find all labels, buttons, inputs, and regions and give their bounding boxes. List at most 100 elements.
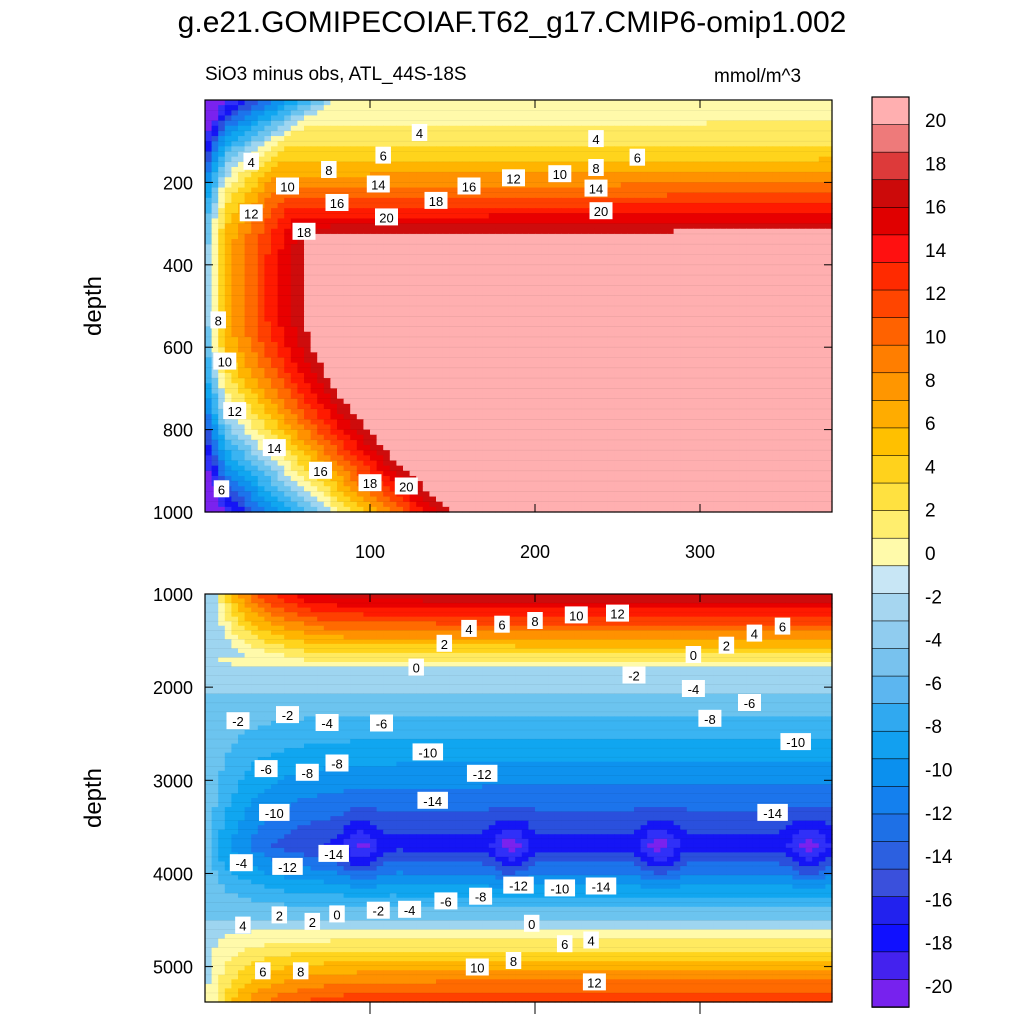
upper-contour-label: 18 — [358, 474, 382, 492]
upper-ytick-label: 200 — [163, 173, 193, 193]
lower-panel-frame — [204, 593, 833, 1003]
lower-contour-label: -14 — [585, 877, 617, 895]
colorbar-swatch — [871, 151, 910, 181]
upper-panel-frame — [204, 99, 833, 513]
colorbar-swatch — [871, 951, 910, 981]
lower-contour-label: 10 — [564, 606, 588, 624]
colorbar-swatch — [871, 648, 910, 677]
colorbar-tick-label: -14 — [925, 847, 953, 868]
lower-contour-label: -14 — [757, 803, 788, 821]
colorbar-tick-label: -10 — [925, 761, 952, 782]
colorbar-swatch — [871, 868, 910, 898]
lower-contour-label: -6 — [434, 892, 458, 910]
colorbar-swatch — [871, 207, 910, 236]
upper-xtick-label: 100 — [355, 542, 385, 562]
upper-contour-label: 8 — [321, 161, 337, 178]
lower-contour-label: -12 — [272, 857, 303, 875]
upper-contour-label: 10 — [548, 165, 572, 183]
upper-contour-label: 14 — [262, 439, 286, 457]
lower-ytick-label: 4000 — [153, 864, 193, 884]
lower-contour-label: -12 — [466, 764, 498, 782]
colorbar-swatch — [871, 923, 910, 953]
upper-contour-label: 20 — [394, 477, 418, 495]
lower-ylabel: depth — [80, 768, 107, 828]
lower-contour-label: -2 — [622, 666, 646, 684]
colorbar-swatch — [871, 537, 910, 567]
colorbar-swatch — [871, 565, 910, 595]
colorbar-tick-label: 4 — [925, 457, 936, 478]
upper-contour-label: 6 — [213, 480, 230, 498]
colorbar-swatch — [871, 675, 910, 705]
lower-contour-label: -6 — [370, 714, 393, 732]
upper-contour-label: 20 — [375, 208, 398, 226]
lower-contour-label: 6 — [494, 615, 510, 633]
lower-contour-label: 12 — [582, 973, 606, 991]
lower-contour-label: -4 — [315, 714, 339, 731]
lower-contour-label: -10 — [544, 879, 576, 897]
lower-contour-label: -6 — [254, 760, 278, 778]
lower-contour-label: -4 — [229, 854, 253, 872]
upper-contour-label: 16 — [325, 194, 349, 211]
lower-contour-label: 10 — [465, 958, 489, 976]
lower-contour-label: -10 — [412, 743, 444, 761]
colorbar-swatch — [871, 593, 910, 622]
colorbar-swatch — [871, 400, 910, 429]
upper-contour-label: 16 — [457, 177, 481, 195]
colorbar-tick-label: -6 — [925, 674, 942, 695]
upper-contour-label: 4 — [588, 130, 604, 148]
colorbar-swatch — [871, 482, 910, 512]
lower-contour-label: -8 — [325, 754, 349, 772]
upper-field — [205, 100, 833, 513]
upper-contour-label: 6 — [629, 148, 646, 166]
upper-contour-label: 4 — [243, 152, 259, 170]
colorbar-swatch — [871, 317, 910, 346]
upper-xtick-label: 200 — [520, 542, 550, 562]
colorbar-swatch — [871, 455, 910, 484]
lower-contour-label: -4 — [398, 900, 422, 918]
chart-title: g.e21.GOMIPECOIAF.T62_g17.CMIP6-omip1.00… — [177, 6, 847, 39]
lower-contour-label: -12 — [503, 876, 534, 894]
colorbar-tick-label: -16 — [925, 890, 952, 911]
upper-contour-label: 6 — [375, 146, 391, 164]
upper-ytick-label: 600 — [163, 338, 193, 358]
lower-ytick-label: 3000 — [153, 771, 193, 791]
upper-contour-label: 14 — [584, 179, 608, 197]
colorbar-swatch — [871, 510, 910, 540]
lower-contour-label: -8 — [295, 763, 319, 781]
colorbar-tick-label: -4 — [925, 631, 942, 652]
colorbar-tick-label: 2 — [925, 501, 936, 522]
lower-contour-label: 4 — [461, 619, 477, 637]
colorbar-swatch — [871, 758, 910, 788]
upper-ytick-label: 800 — [163, 421, 193, 441]
lower-contour-label: 4 — [235, 916, 251, 934]
upper-contour-label: 18 — [292, 222, 316, 240]
lower-ytick-label: 5000 — [153, 958, 193, 978]
colorbar-tick-label: 16 — [925, 198, 946, 219]
colorbar-swatch — [871, 234, 910, 264]
lower-contour-label: 0 — [408, 658, 424, 676]
lower-contour-label: 0 — [523, 914, 540, 932]
lower-contour-label: -6 — [738, 694, 761, 711]
colorbar-swatch — [871, 896, 910, 926]
upper-ytick-label: 400 — [163, 256, 193, 276]
colorbar-tick-label: 12 — [925, 284, 946, 305]
lower-contour-label: 0 — [685, 646, 702, 663]
lower-contour-label: -8 — [698, 709, 722, 727]
lower-contour-label: -4 — [681, 680, 705, 697]
lower-contour-label: -2 — [226, 712, 250, 730]
colorbar-tick-label: 20 — [925, 111, 946, 132]
upper-contour-label: 4 — [411, 124, 428, 141]
lower-ytick-label: 2000 — [153, 678, 193, 698]
colorbar-swatch — [871, 703, 910, 733]
lower-field — [205, 594, 833, 1003]
colorbar-swatch — [871, 730, 910, 760]
lower-contour-label: 2 — [271, 906, 288, 924]
upper-contour-lines — [205, 110, 832, 503]
colorbar-tick-label: 6 — [925, 414, 936, 435]
lower-contour-label: 2 — [718, 636, 735, 654]
colorbar-swatch — [871, 344, 910, 374]
lower-contour-label: -2 — [366, 901, 390, 919]
colorbar-tick-label: -18 — [925, 934, 952, 955]
colorbar-swatch — [871, 427, 910, 457]
